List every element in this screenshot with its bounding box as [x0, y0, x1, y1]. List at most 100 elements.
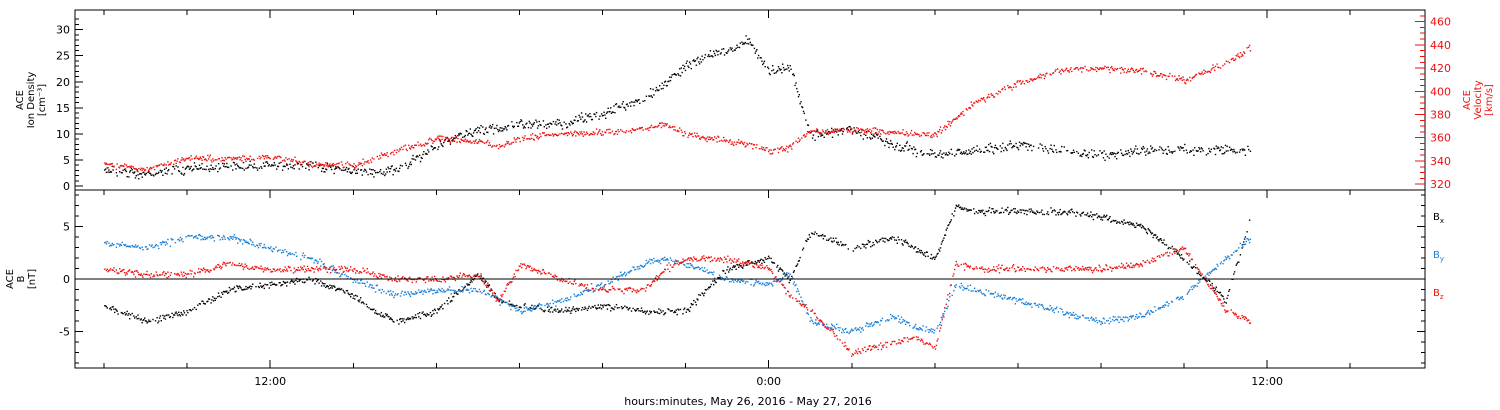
bottom-panel-point	[640, 265, 643, 267]
top-panel-point	[571, 123, 574, 125]
bottom-panel-point	[434, 292, 437, 294]
top-panel-point	[320, 164, 322, 166]
bottom-panel-point	[490, 288, 492, 290]
bottom-panel-point	[173, 314, 175, 316]
bottom-panel-point	[157, 322, 159, 324]
top-panel-point	[902, 147, 904, 150]
bottom-panel-point	[1140, 223, 1142, 226]
bottom-panel-point	[812, 322, 815, 325]
bottom-panel-point	[891, 236, 893, 238]
bottom-panel-point	[518, 306, 520, 308]
bottom-panel-point	[978, 210, 981, 212]
top-panel-point	[1042, 74, 1045, 76]
top-panel-point	[273, 162, 275, 164]
bottom-panel-point	[350, 293, 353, 295]
bottom-panel-point	[135, 270, 137, 272]
top-panel-point	[200, 167, 202, 169]
top-panel-point	[890, 131, 892, 134]
bottom-panel-point	[374, 310, 377, 312]
top-panel-point	[392, 174, 394, 176]
top-panel-point	[159, 169, 162, 172]
bottom-panel-point	[466, 275, 468, 277]
top-panel-point	[491, 146, 493, 148]
bottom-panel-point	[981, 293, 983, 295]
top-panel-point	[497, 130, 500, 133]
bottom-panel-point	[104, 305, 107, 307]
bottom-panel-point	[641, 265, 643, 268]
top-panel-point	[1130, 150, 1133, 152]
bottom-panel-point	[997, 293, 999, 295]
top-panel-point	[956, 149, 958, 152]
top-panel-point	[1175, 78, 1178, 80]
top-panel-point	[1227, 150, 1229, 152]
bottom-panel-point	[498, 299, 501, 302]
top-panel-point	[387, 166, 389, 168]
top-panel-point	[563, 133, 565, 136]
top-panel-point	[752, 148, 754, 150]
top-panel-point	[1165, 148, 1167, 151]
top-panel-point	[110, 163, 113, 165]
bottom-panel-point	[221, 266, 223, 268]
top-panel-point	[129, 165, 131, 168]
bottom-panel-point	[1163, 239, 1165, 241]
top-panel-point	[345, 162, 347, 165]
bottom-panel-point	[114, 270, 116, 273]
bottom-panel-point	[1099, 216, 1101, 218]
bottom-panel-point	[428, 280, 430, 282]
bottom-panel-point	[1228, 256, 1230, 258]
top-panel-point	[870, 130, 873, 132]
bottom-panel-point	[512, 304, 515, 306]
top-panel-point	[1157, 75, 1159, 77]
top-panel-point	[842, 130, 844, 133]
top-panel-point	[638, 128, 640, 130]
bottom-panel-point	[193, 306, 196, 309]
bottom-panel-point	[715, 281, 717, 284]
top-panel-point	[106, 167, 108, 169]
top-panel-point	[912, 152, 914, 155]
bottom-panel-point	[1214, 268, 1216, 270]
top-panel-point	[267, 156, 270, 159]
bottom-panel-point	[1102, 216, 1105, 218]
bottom-panel-point	[1157, 239, 1159, 241]
top-panel-point	[708, 136, 711, 138]
bottom-panel-point	[905, 321, 908, 323]
bottom-panel-point	[1233, 251, 1235, 254]
bottom-panel-point	[108, 242, 110, 244]
bottom-panel-point	[172, 316, 174, 319]
bottom-panel-point	[711, 272, 713, 274]
top-panel-point	[1096, 70, 1098, 73]
top-panel-point	[549, 122, 551, 124]
bottom-panel-point	[687, 266, 689, 269]
bottom-panel-point	[737, 264, 739, 266]
bottom-panel-point	[246, 265, 248, 267]
bottom-panel-point	[1078, 316, 1080, 318]
top-panel-point	[542, 120, 545, 122]
bottom-panel-point	[289, 252, 291, 254]
top-panel-point	[861, 128, 864, 131]
top-panel-point	[852, 131, 854, 133]
bottom-panel-point	[240, 287, 242, 289]
top-panel-point	[251, 158, 253, 161]
bottom-panel-point	[227, 237, 229, 239]
bottom-panel-point	[1016, 300, 1018, 302]
top-panel-point	[207, 154, 209, 157]
top-panel-point	[544, 134, 546, 137]
bottom-panel-point	[116, 310, 118, 312]
bottom-panel-point	[893, 316, 895, 318]
top-panel-point	[934, 152, 936, 154]
bottom-panel-point	[203, 268, 206, 271]
bottom-panel-point	[487, 293, 490, 295]
bottom-panel-point	[266, 267, 268, 270]
bottom-panel-point	[339, 276, 341, 278]
top-panel-point	[1023, 142, 1026, 145]
bottom-panel-point	[902, 244, 904, 246]
bottom-panel-point	[446, 277, 448, 279]
bottom-panel-point	[414, 316, 416, 319]
bottom-panel-point	[695, 304, 697, 306]
bottom-panel-point	[870, 323, 872, 325]
bottom-panel-point	[638, 265, 640, 268]
top-panel-point	[733, 49, 736, 51]
bottom-panel-point	[554, 308, 556, 310]
top-panel-point	[769, 73, 771, 76]
top-panel-point	[126, 166, 128, 168]
